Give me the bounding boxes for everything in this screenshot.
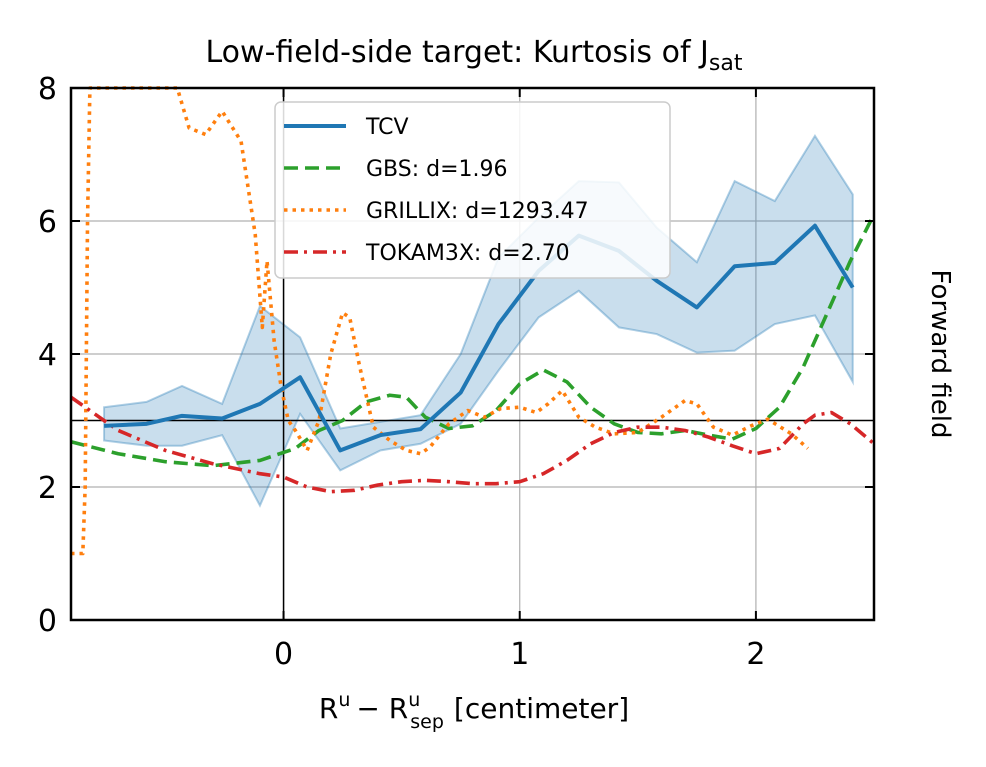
series-line-2 xyxy=(71,86,810,556)
right-side-label: Forward field xyxy=(925,270,955,439)
band-0 xyxy=(103,134,854,508)
x-tick-label-1: 1 xyxy=(510,637,529,672)
chart-title: Low-field-side target: Kurtosis of Jsat xyxy=(206,35,743,76)
series-line-3 xyxy=(69,395,876,494)
y-tick-label-3: 6 xyxy=(38,205,57,240)
legend-label-1: GBS: d=1.96 xyxy=(366,157,508,182)
series-line-1 xyxy=(70,213,876,468)
legend-label-0: TCV xyxy=(365,115,409,140)
y-tick-label-2: 4 xyxy=(38,338,57,373)
legend-label-2: GRILLIX: d=1293.47 xyxy=(366,199,589,224)
ticks: 0 1 2 0 2 4 6 8 xyxy=(38,72,874,672)
confidence-bands xyxy=(103,134,854,508)
series-lines xyxy=(69,86,876,556)
x-tick-label-0: 0 xyxy=(274,637,293,672)
y-tick-label-1: 2 xyxy=(38,471,57,506)
series-line-0 xyxy=(103,223,855,453)
x-axis-label: Ru − Ru sep [centimeter] xyxy=(319,689,629,733)
legend-box xyxy=(274,101,671,279)
y-tick-label-4: 8 xyxy=(38,72,57,107)
x-tick-label-2: 2 xyxy=(746,637,765,672)
legend-label-3: TOKAM3X: d=2.70 xyxy=(365,241,570,266)
y-tick-label-0: 0 xyxy=(38,604,57,639)
legend: TCV GBS: d=1.96 GRILLIX: d=1293.47 TOKAM3X:… xyxy=(274,101,671,279)
